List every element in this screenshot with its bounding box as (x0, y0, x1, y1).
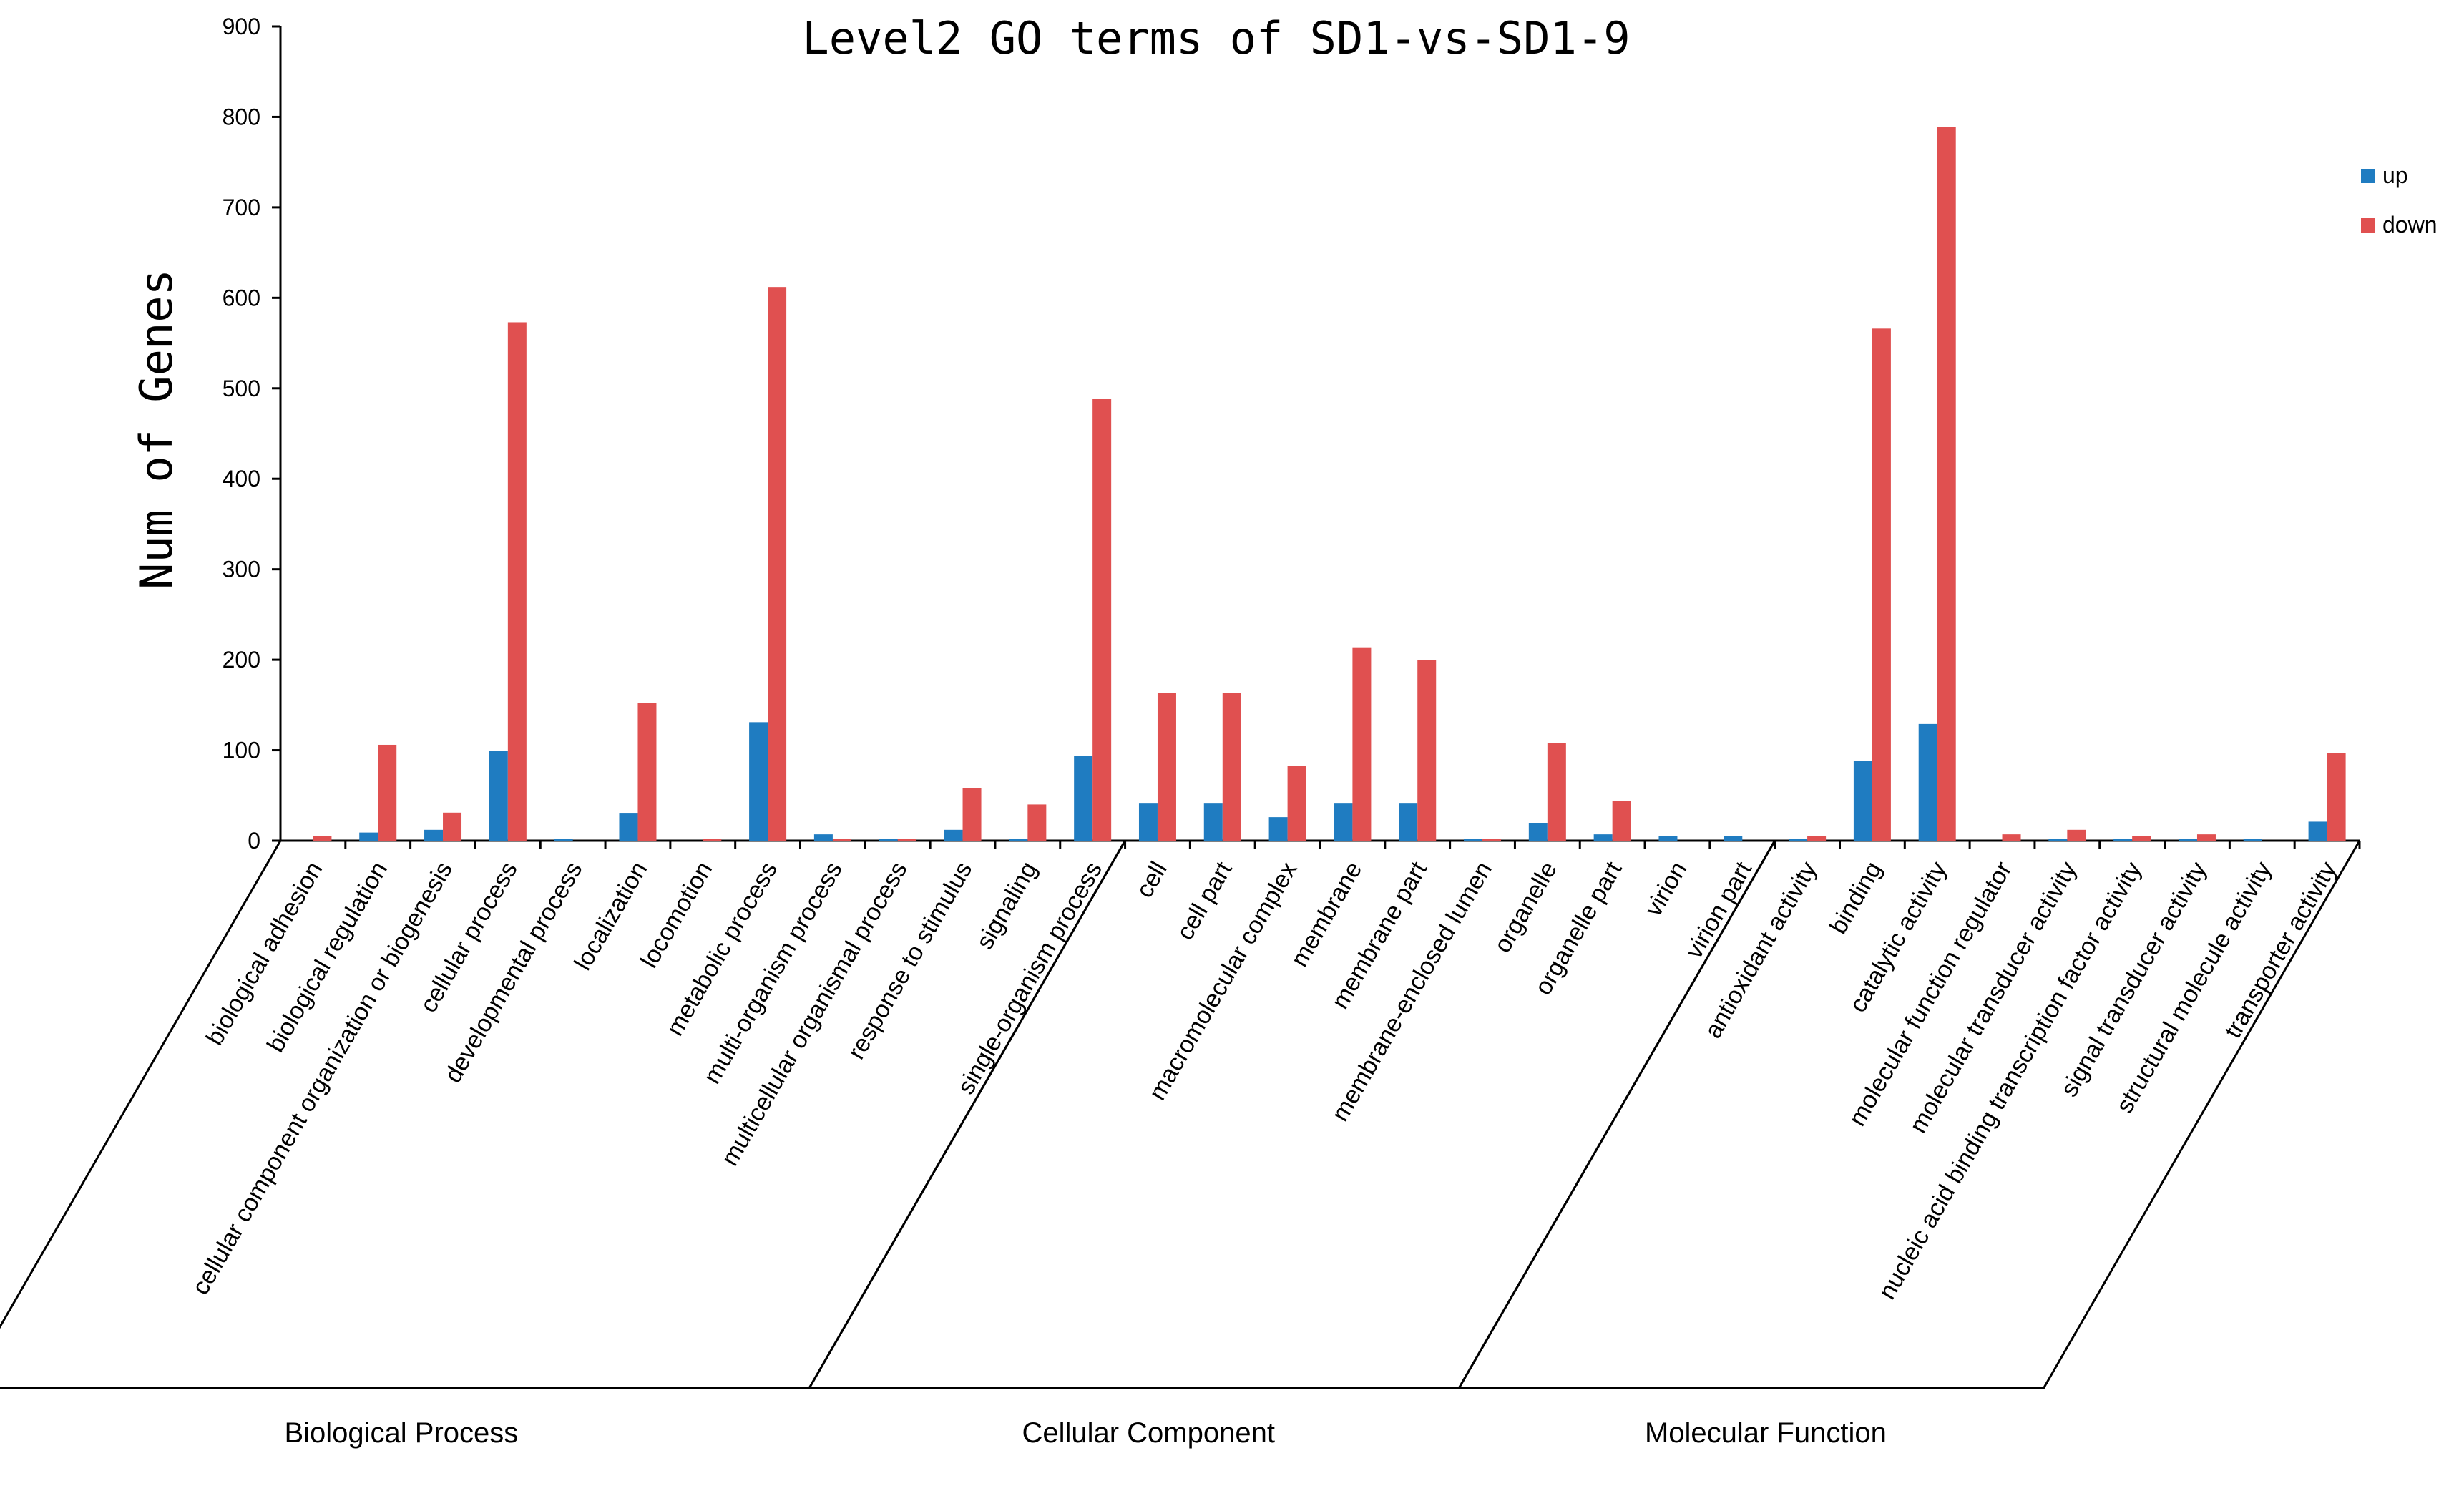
bar-up-16 (1334, 803, 1353, 841)
bar-up-25 (1918, 723, 1937, 841)
bar-down-16 (1352, 647, 1372, 841)
bar-up-8 (813, 834, 833, 841)
bar-down-27 (2067, 829, 2086, 841)
category-label: biological adhesion (201, 857, 328, 1050)
group-bracket-0 (0, 840, 1126, 1389)
category-label: response to stimulus (843, 857, 978, 1064)
legend-label-down: down (2382, 212, 2438, 238)
y-tick-label: 200 (223, 647, 260, 673)
legend: up down (2361, 162, 2438, 238)
bar-down-14 (1222, 693, 1241, 841)
bar-down-12 (1092, 399, 1112, 841)
bar-down-0 (313, 836, 332, 841)
bar-up-9 (879, 839, 898, 841)
bar-down-15 (1287, 766, 1306, 841)
category-label: cellular component organization or bioge… (187, 857, 458, 1299)
bar-up-5 (619, 813, 638, 841)
bar-up-2 (424, 829, 444, 841)
y-tick-label: 600 (223, 285, 260, 311)
bar-up-20 (1593, 834, 1613, 841)
bar-up-19 (1528, 823, 1548, 841)
bar-down-7 (768, 287, 787, 841)
bar-up-14 (1203, 803, 1223, 841)
y-tick-label: 700 (223, 195, 260, 220)
bar-up-17 (1399, 803, 1418, 841)
bar-down-1 (378, 744, 397, 841)
bar-down-28 (2132, 836, 2151, 841)
bar-down-18 (1482, 839, 1502, 841)
bar-up-21 (1658, 836, 1678, 841)
y-tick-label: 300 (223, 557, 260, 582)
y-tick-label: 900 (223, 14, 260, 39)
category-label: cell part (1171, 857, 1238, 945)
bar-down-19 (1547, 743, 1566, 841)
category-label: organelle (1489, 857, 1563, 957)
category-label: signaling (971, 857, 1042, 954)
bar-down-2 (443, 812, 462, 841)
group-label: Cellular Component (1022, 1417, 1275, 1449)
group-label: Biological Process (284, 1417, 518, 1449)
category-label: cell (1130, 857, 1172, 902)
bar-down-3 (507, 322, 527, 841)
group-label: Molecular Function (1645, 1417, 1887, 1449)
y-tick-label: 500 (223, 376, 260, 401)
bar-down-10 (962, 788, 982, 841)
y-tick-label: 0 (248, 828, 260, 854)
chart-title: Level2 GO terms of SD1-vs-SD1-9 (802, 12, 1630, 64)
legend-swatch-down (2361, 218, 2375, 233)
bar-down-17 (1417, 660, 1437, 841)
bar-down-5 (637, 703, 657, 841)
bar-up-4 (554, 839, 573, 841)
bar-down-13 (1157, 693, 1176, 841)
bar-down-25 (1937, 127, 1956, 841)
bar-up-22 (1724, 836, 1743, 841)
bar-up-7 (749, 722, 768, 841)
bar-up-15 (1268, 817, 1288, 841)
bar-up-30 (2243, 839, 2262, 841)
y-tick-label: 800 (223, 104, 260, 129)
bar-down-9 (897, 839, 916, 841)
bar-up-31 (2308, 821, 2327, 841)
bar-up-18 (1464, 839, 1483, 841)
plot-area: 0 100 200 300 400 500 600 700 800 900 biological a… (0, 14, 2361, 1449)
bar-down-11 (1027, 804, 1047, 841)
y-tick-label: 400 (223, 466, 260, 492)
bar-down-6 (703, 839, 722, 841)
bar-up-3 (489, 751, 508, 841)
bar-up-1 (359, 832, 378, 841)
bar-down-23 (1807, 836, 1827, 841)
bar-up-27 (2048, 839, 2068, 841)
category-label: virion (1640, 857, 1693, 921)
bar-down-8 (832, 839, 851, 841)
category-label: single-organism process (952, 857, 1108, 1099)
category-label: biological regulation (262, 857, 393, 1057)
bar-up-23 (1789, 839, 1808, 841)
y-tick-label: 100 (223, 738, 260, 763)
bar-up-10 (944, 829, 963, 841)
y-axis-label: Num of Genes (130, 269, 182, 590)
bar-up-28 (2113, 839, 2133, 841)
bar-down-24 (1872, 328, 1891, 841)
bar-down-26 (2002, 834, 2021, 841)
category-label: binding (1824, 857, 1887, 939)
bar-up-11 (1009, 839, 1028, 841)
group-bracket-2 (1457, 840, 2361, 1389)
legend-swatch-up (2361, 169, 2375, 183)
bar-up-12 (1074, 756, 1093, 841)
bar-down-29 (2196, 834, 2216, 841)
bar-up-29 (2178, 839, 2197, 841)
group-bracket-1 (807, 840, 1776, 1389)
legend-label-up: up (2382, 162, 2408, 188)
bar-up-24 (1853, 761, 1872, 841)
bar-up-13 (1138, 803, 1158, 841)
bar-down-20 (1612, 801, 1631, 841)
bar-down-31 (2327, 753, 2346, 841)
